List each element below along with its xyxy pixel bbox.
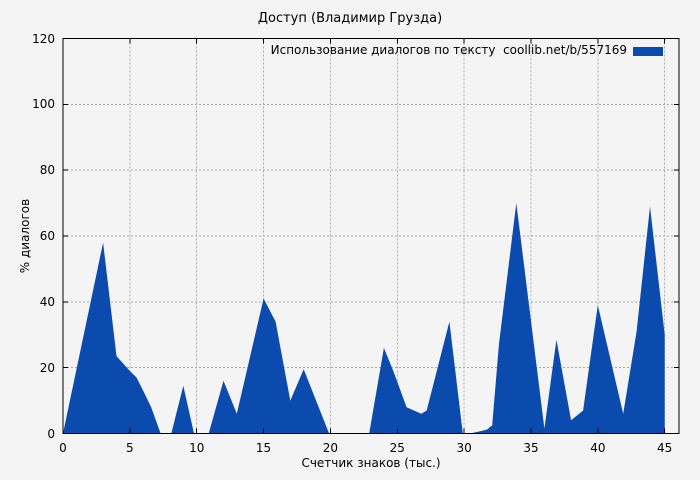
- y-tick-label: 60: [39, 229, 55, 243]
- x-tick-label: 35: [523, 441, 539, 455]
- y-tick-label: 0: [47, 426, 55, 441]
- x-tick-label: 20: [322, 441, 339, 455]
- y-tick-label: 80: [39, 163, 55, 178]
- chart-title: Доступ (Владимир Грузда): [257, 11, 443, 26]
- x-tick-label: 45: [657, 441, 673, 455]
- y-tick-label: 120: [32, 31, 55, 46]
- x-axis-label: Счетчик знаков (тыс.): [301, 456, 441, 470]
- x-tick-label: 5: [126, 441, 134, 455]
- y-tick-label: 100: [32, 97, 55, 112]
- legend-swatch: [633, 47, 663, 56]
- area-series: [63, 203, 665, 434]
- gridlines: [63, 38, 679, 434]
- x-tick-label: 25: [389, 441, 405, 455]
- axis-ticks: [62, 38, 679, 434]
- x-tick-label: 0: [59, 441, 67, 455]
- y-tick-label: 20: [39, 360, 55, 375]
- x-tick-label: 40: [590, 441, 606, 455]
- x-tick-label: 30: [456, 441, 472, 455]
- legend-label: Использование диалогов по тексту coollib…: [270, 43, 627, 57]
- y-tick-label: 40: [39, 294, 55, 309]
- x-tick-label: 10: [189, 441, 205, 455]
- x-tick-label: 15: [255, 441, 272, 455]
